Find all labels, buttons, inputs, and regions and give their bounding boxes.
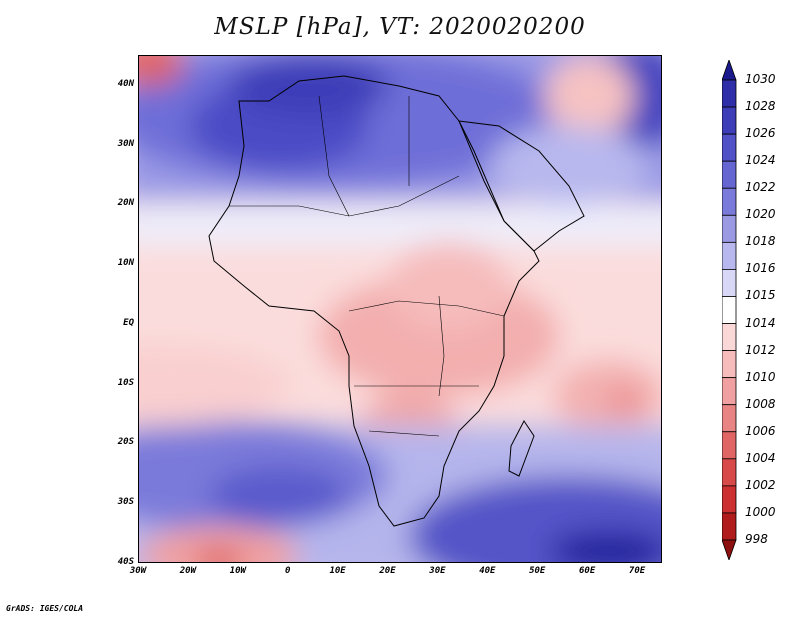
lon-tick-label: 20E — [379, 566, 396, 576]
colorbar — [722, 60, 737, 560]
colorbar-level-label: 1000 — [745, 504, 776, 519]
lon-tick-label: 30W — [129, 566, 147, 576]
colorbar-bin — [722, 512, 737, 541]
lat-tick-label: 20N — [117, 198, 134, 209]
colorbar-bottom-arrow — [722, 539, 737, 560]
colorbar-top-arrow — [722, 60, 737, 81]
colorbar-bin — [722, 485, 737, 514]
colorbar-level-label: 1026 — [745, 126, 776, 141]
colorbar-bin — [722, 106, 737, 135]
lon-tick-label: 30E — [429, 566, 446, 576]
colorbar-bin — [722, 458, 737, 487]
colorbar-bin — [722, 404, 737, 433]
lon-tick-label: 50E — [529, 566, 546, 576]
lon-tick-label: 10E — [329, 566, 346, 576]
colorbar-level-label: 1002 — [745, 477, 776, 492]
plot-title: MSLP [hPa], VT: 2020020200 — [214, 14, 586, 40]
lat-tick-label: EQ — [123, 317, 134, 328]
colorbar-bin — [722, 160, 737, 189]
colorbar-level-label: 1006 — [745, 423, 776, 438]
credit-text: GrADS: IGES/COLA — [6, 604, 84, 613]
colorbar-level-label: 1016 — [745, 261, 776, 276]
lat-tick-label: 20S — [117, 437, 134, 448]
colorbar-level-label: 1010 — [745, 369, 776, 384]
colorbar-bin — [722, 377, 737, 406]
colorbar-level-label: 1015 — [745, 288, 776, 303]
colorbar-bin — [722, 431, 737, 460]
colorbar-level-label: 1008 — [745, 396, 776, 411]
lon-tick-label: 20W — [179, 566, 197, 576]
lat-tick-label: 10S — [117, 377, 134, 388]
colorbar-level-label: 1020 — [745, 207, 776, 222]
colorbar-level-label: 1014 — [745, 315, 776, 330]
lon-tick-label: 0 — [284, 566, 291, 576]
colorbar-level-label: 1018 — [745, 234, 776, 249]
colorbar-bin — [722, 350, 737, 379]
lon-tick-label: 40E — [479, 566, 496, 576]
colorbar-bin — [722, 133, 737, 162]
colorbar-level-label: 1024 — [745, 153, 776, 168]
lon-tick-label: 60E — [579, 566, 596, 576]
lat-tick-label: 40S — [117, 557, 134, 567]
colorbar-bin — [722, 269, 737, 297]
colorbar-level-label: 1030 — [745, 72, 776, 86]
colorbar-bin — [722, 323, 737, 351]
map-panel — [138, 55, 662, 563]
mslp-field — [139, 56, 661, 562]
colorbar-level-label: 1028 — [745, 99, 776, 114]
colorbar-bin — [722, 241, 737, 270]
colorbar-level-label: 1012 — [745, 342, 776, 357]
lat-tick-label: 10N — [117, 258, 134, 269]
colorbar-level-label: 998 — [745, 532, 768, 546]
lon-tick-label: 70E — [628, 566, 646, 576]
colorbar-level-label: 1022 — [745, 180, 776, 195]
lat-tick-label: 40N — [117, 78, 134, 89]
colorbar-level-label: 1004 — [745, 450, 776, 465]
lat-tick-label: 30N — [117, 138, 134, 149]
colorbar-bin — [722, 79, 737, 108]
lon-tick-label: 10W — [229, 566, 246, 576]
colorbar-bin — [722, 214, 737, 243]
colorbar-bin — [722, 296, 737, 324]
colorbar-bin — [722, 187, 737, 216]
lat-tick-label: 30S — [117, 497, 134, 508]
